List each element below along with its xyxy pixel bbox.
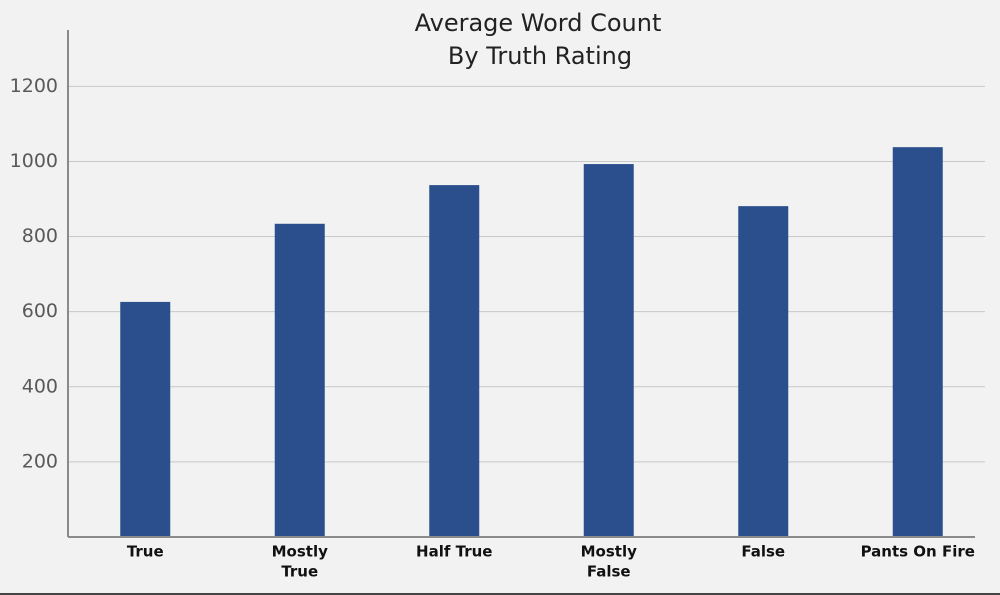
x-tick-label: True [127,543,164,561]
bar [429,185,480,538]
x-tick-label: False [587,563,631,581]
y-tick-label: 1000 [10,150,58,172]
y-tick-label: 200 [22,450,58,472]
chart-title: By Truth Rating [448,42,632,70]
x-tick-label: Mostly [581,543,637,561]
bar [892,147,943,537]
x-tick-label: Half True [416,543,492,561]
x-tick-label: True [281,563,318,581]
y-tick-label: 600 [22,300,58,322]
x-tick-label: Mostly [272,543,328,561]
y-tick-label: 400 [22,375,58,397]
y-tick-label: 800 [22,225,58,247]
bar [274,223,325,537]
chart-title: Average Word Count [415,9,662,37]
bar [738,206,789,537]
x-tick-label: False [741,543,785,561]
y-tick-label: 1200 [10,75,58,97]
bar [120,301,171,537]
bar [583,164,634,537]
x-tick-label: Pants On Fire [861,543,975,561]
